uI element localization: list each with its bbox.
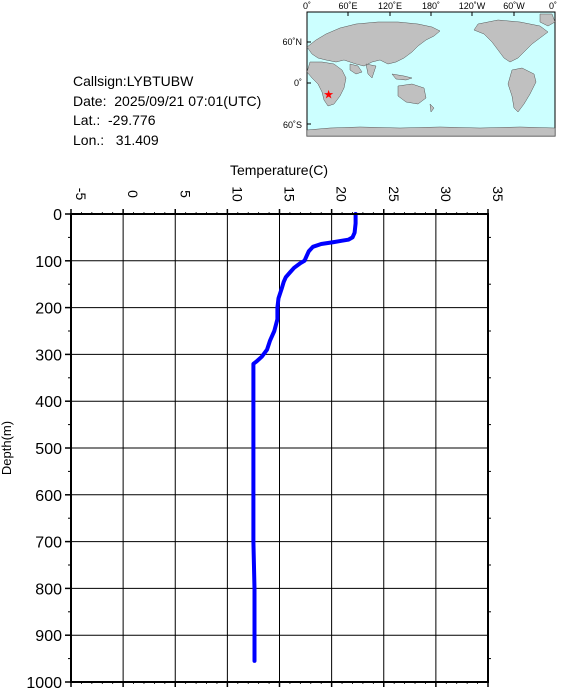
x-tick-label: 5 [177, 190, 193, 198]
x-tick-label: 25 [386, 186, 402, 202]
y-tick-label: 800 [35, 581, 62, 598]
chart-grid [70, 213, 489, 683]
y-tick-label: 0 [53, 207, 62, 224]
y-tick-label: 400 [35, 394, 62, 411]
y-tick-label: 600 [35, 488, 62, 505]
map-lon-label: 0˚ [549, 1, 557, 11]
x-axis-label: Temperature(C) [230, 162, 328, 178]
x-tick-label: 0 [125, 190, 141, 198]
map-lat-label: 60˚S [283, 120, 302, 130]
callsign-text: Callsign:LYBTUBW [73, 73, 194, 89]
y-tick-label: 700 [35, 535, 62, 552]
map-land [306, 13, 556, 137]
station-info: Callsign:LYBTUBW Date: 2025/09/21 07:01(… [73, 72, 261, 150]
map-frame-ticks [307, 12, 515, 125]
y-axis-label: Depth(m) [0, 421, 14, 475]
latitude-text: Lat.: -29.776 [73, 112, 156, 128]
date-text: Date: 2025/09/21 07:01(UTC) [73, 92, 262, 109]
x-tick-label: 10 [229, 186, 245, 202]
y-tick-label: 500 [35, 441, 62, 458]
map-lon-label: 180˚ [422, 1, 440, 11]
longitude-text: Lon.: 31.409 [73, 131, 159, 148]
x-axis-ticks: -5 0 5 10 15 20 25 30 35 [70, 186, 506, 687]
y-tick-label: 300 [35, 347, 62, 364]
location-marker-icon: ★ [323, 88, 334, 102]
map-lat-label: 60˚N [282, 37, 302, 47]
x-tick-label: -5 [73, 188, 89, 201]
y-tick-label: 100 [35, 254, 62, 271]
temperature-profile-line [251, 212, 358, 663]
y-tick-label: 200 [35, 301, 62, 318]
map-lon-label: 120˚W [459, 1, 486, 11]
map-lon-label: 120˚E [378, 1, 402, 11]
map-side-labels: 60˚N 0˚ 60˚S [282, 37, 302, 130]
map-lon-label: 0˚ [303, 1, 311, 11]
x-tick-label: 30 [438, 186, 454, 202]
x-tick-label: 15 [282, 186, 298, 202]
y-axis-ticks: 0 100 200 300 400 500 600 700 800 900 1000 [26, 207, 491, 690]
x-tick-label: 20 [334, 186, 350, 202]
map-lat-label: 0˚ [294, 78, 302, 88]
map-lon-label: 60˚E [338, 1, 357, 11]
x-tick-label: 35 [490, 186, 506, 202]
y-tick-label: 900 [35, 628, 62, 645]
map-top-labels: 0˚ 60˚E 120˚E 180˚ 120˚W 60˚W 0˚ [303, 1, 557, 11]
location-map: 0˚ 60˚E 120˚E 180˚ 120˚W 60˚W 0˚ 60˚N 0˚… [282, 1, 557, 137]
plot-frame [70, 213, 489, 683]
map-lon-label: 60˚W [503, 1, 525, 11]
y-tick-label: 1000 [26, 675, 62, 690]
